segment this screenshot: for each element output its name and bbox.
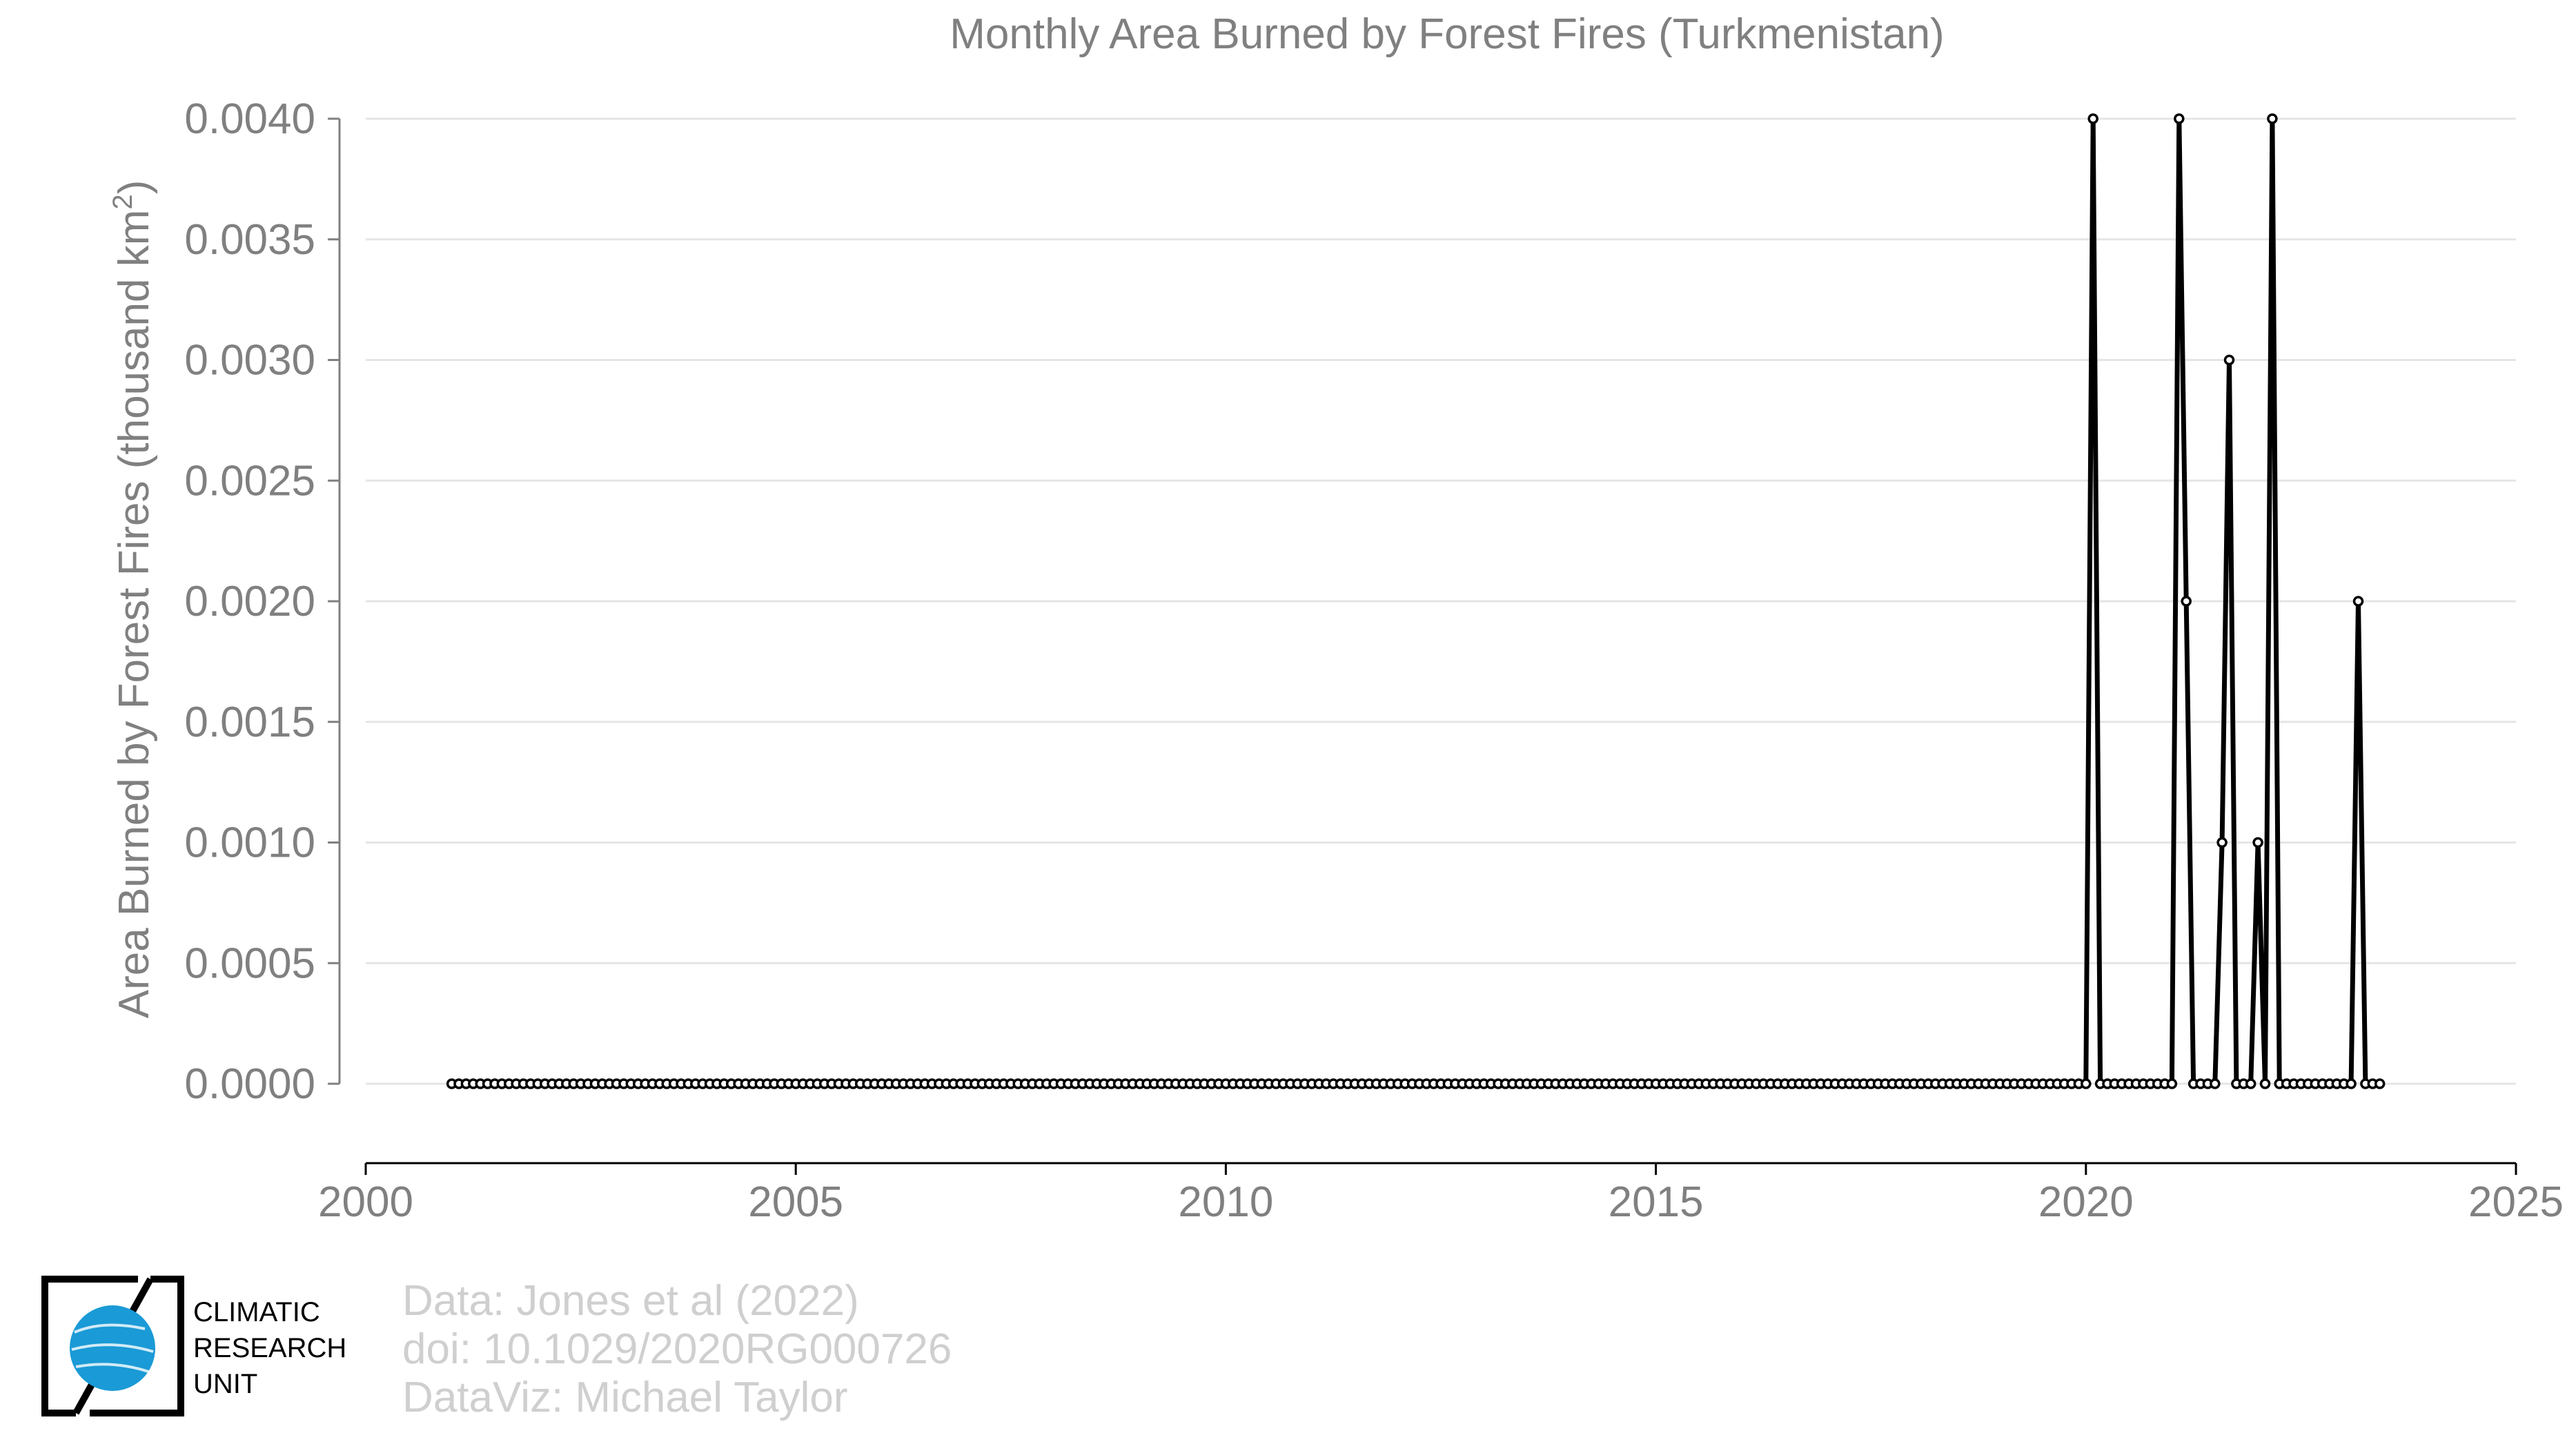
data-point	[2245, 1078, 2257, 1089]
y-axis-label: Area Burned by Forest Fires (thousand km…	[108, 180, 158, 1019]
data-point	[2166, 1078, 2178, 1089]
data-point	[2346, 1078, 2357, 1089]
credit-data-source: Data: Jones et al (2022)	[402, 1277, 859, 1325]
data-point	[2267, 113, 2278, 124]
data-point	[2216, 837, 2228, 848]
logo-text-research: RESEARCH	[193, 1333, 347, 1363]
data-point	[2223, 354, 2235, 366]
data-point	[2259, 1078, 2271, 1089]
y-tick-label: 0.0015	[184, 699, 315, 746]
y-tick-label: 0.0040	[184, 95, 315, 143]
data-point	[2374, 1078, 2386, 1089]
y-tick-label: 0.0005	[184, 939, 315, 987]
credit-dataviz: DataViz: Michael Taylor	[402, 1374, 848, 1421]
y-axis-label-superscript: 2	[108, 194, 138, 209]
data-point	[2252, 837, 2263, 848]
series-area-burned	[446, 113, 2386, 1089]
data-point	[2087, 113, 2098, 124]
credit-doi: doi: 10.1029/2020RG000726	[402, 1325, 952, 1373]
y-tick-label: 0.0020	[184, 578, 315, 625]
y-tick-label: 0.0000	[184, 1060, 315, 1108]
x-tick-label: 2025	[2468, 1178, 2564, 1226]
y-tick-label: 0.0035	[184, 216, 315, 264]
x-tick-label: 2015	[1609, 1178, 1704, 1226]
y-tick-label: 0.0025	[184, 457, 315, 505]
logo-text-climatic: CLIMATIC	[193, 1297, 320, 1327]
x-axis: 2000 2005 2010 2015 2020 2025	[318, 1162, 2564, 1226]
y-axis: 0.0000 0.0005 0.0010 0.0015 0.0020 0.0025 0.00…	[184, 95, 341, 1108]
data-point	[2081, 1078, 2092, 1089]
data-point	[2181, 596, 2192, 607]
chart-title: Monthly Area Burned by Forest Fires (Tur…	[950, 10, 1944, 58]
data-point	[2174, 113, 2185, 124]
data-point	[2210, 1078, 2221, 1089]
data-point	[2352, 596, 2364, 607]
y-gridlines	[366, 117, 2516, 1085]
x-tick-label: 2010	[1178, 1178, 1273, 1226]
x-tick-label: 2020	[2038, 1178, 2134, 1226]
cru-logo	[41, 1276, 184, 1416]
y-tick-label: 0.0030	[184, 337, 315, 384]
y-tick-label: 0.0010	[184, 819, 315, 867]
x-tick-label: 2000	[318, 1178, 413, 1226]
x-tick-label: 2005	[748, 1178, 843, 1226]
logo-text-unit: UNIT	[193, 1369, 258, 1399]
